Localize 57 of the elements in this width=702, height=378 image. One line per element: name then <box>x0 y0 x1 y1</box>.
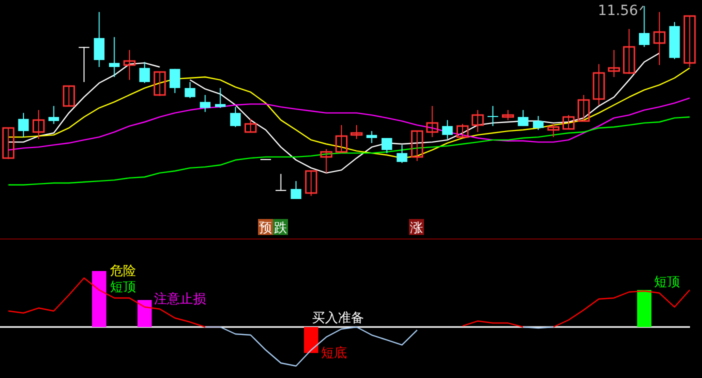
annotation: 短顶 <box>110 280 136 295</box>
candlestick <box>200 94 210 112</box>
candlestick <box>320 148 332 174</box>
candlestick <box>154 71 166 96</box>
annotation: 买入准备 <box>312 311 364 326</box>
candlestick <box>426 105 438 138</box>
candlestick <box>214 88 226 108</box>
candlestick <box>230 106 241 128</box>
bar <box>92 271 106 327</box>
candlestick <box>653 11 666 66</box>
candlestick <box>488 105 498 127</box>
bar <box>637 290 652 327</box>
candlestick <box>94 11 104 68</box>
annotation: 11.56 <box>598 3 638 19</box>
bar <box>137 300 152 327</box>
candlestick <box>608 50 620 78</box>
text: 跌 <box>274 221 287 236</box>
annotation: 短底 <box>321 346 347 361</box>
candlestick <box>139 61 150 84</box>
candlestick <box>411 130 424 162</box>
candlestick <box>456 123 469 138</box>
bar <box>304 327 318 353</box>
annotation: 危险 <box>110 264 136 279</box>
candlestick <box>2 127 14 160</box>
candlestick <box>62 85 75 107</box>
candlestick <box>123 50 136 80</box>
text: 涨 <box>410 221 423 236</box>
candlestick <box>472 110 484 133</box>
candlestick <box>442 120 453 140</box>
candlestick <box>32 110 45 140</box>
annotation: 注意止损 <box>154 292 206 307</box>
candlestick <box>592 64 605 106</box>
candlestick <box>532 116 544 130</box>
candlestick <box>170 68 180 94</box>
candlestick <box>305 170 318 196</box>
candlestick <box>623 28 636 74</box>
candlestick <box>48 105 60 124</box>
candlestick <box>547 123 560 138</box>
candlestick <box>335 124 348 154</box>
candlestick <box>184 82 196 99</box>
annotation: 短顶 <box>654 275 680 290</box>
candlestick <box>276 173 286 191</box>
candlestick <box>684 15 696 68</box>
candlestick <box>396 144 408 164</box>
candlestick <box>382 138 392 154</box>
candlestick <box>562 114 575 130</box>
candlestick <box>502 110 514 121</box>
candlestick <box>350 124 363 140</box>
candlestick <box>78 46 90 83</box>
text: 预 <box>259 221 272 236</box>
candlestick <box>18 112 29 138</box>
candlestick <box>518 110 528 127</box>
candlestick <box>366 130 378 144</box>
candlestick <box>638 6 650 48</box>
candlestick <box>578 94 590 122</box>
candlestick <box>109 36 120 78</box>
candlestick <box>244 118 257 133</box>
